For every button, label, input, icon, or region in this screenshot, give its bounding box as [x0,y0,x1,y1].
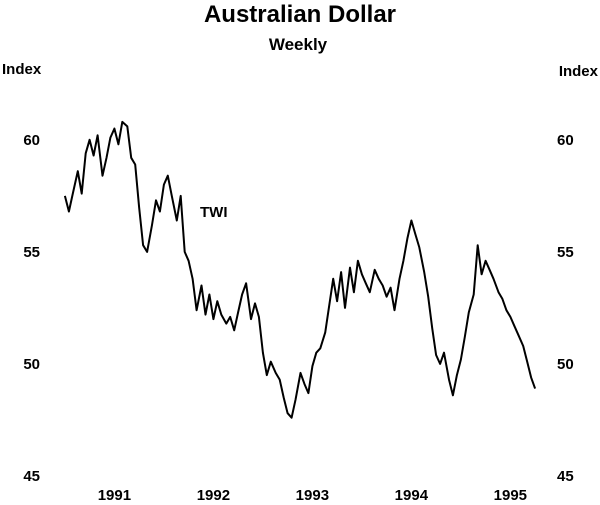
right-y-tick-55: 55 [557,244,574,261]
left-y-tick-labels: 45 50 55 60 [23,132,40,485]
x-tick-1995: 1995 [494,487,527,504]
right-axis-unit: Index [559,63,599,80]
right-y-tick-45: 45 [557,468,574,485]
chart-subtitle: Weekly [269,35,328,54]
x-tick-labels: 1991 1992 1993 1994 1995 [98,487,527,504]
x-tick-1994: 1994 [395,487,429,504]
left-y-tick-45: 45 [23,468,40,485]
left-y-tick-50: 50 [23,356,40,373]
left-y-tick-55: 55 [23,244,40,261]
series-label-twi: TWI [200,204,228,221]
right-y-tick-50: 50 [557,356,574,373]
x-tick-1993: 1993 [296,487,329,504]
series-lines [63,120,537,419]
x-tick-1992: 1992 [197,487,230,504]
series-line-twi [63,120,537,419]
left-y-tick-60: 60 [23,132,40,149]
x-tick-1991: 1991 [98,487,131,504]
right-y-tick-labels: 45 50 55 60 [557,132,574,485]
right-y-tick-60: 60 [557,132,574,149]
left-axis-unit: Index [2,61,42,78]
chart-title: Australian Dollar [204,1,396,28]
